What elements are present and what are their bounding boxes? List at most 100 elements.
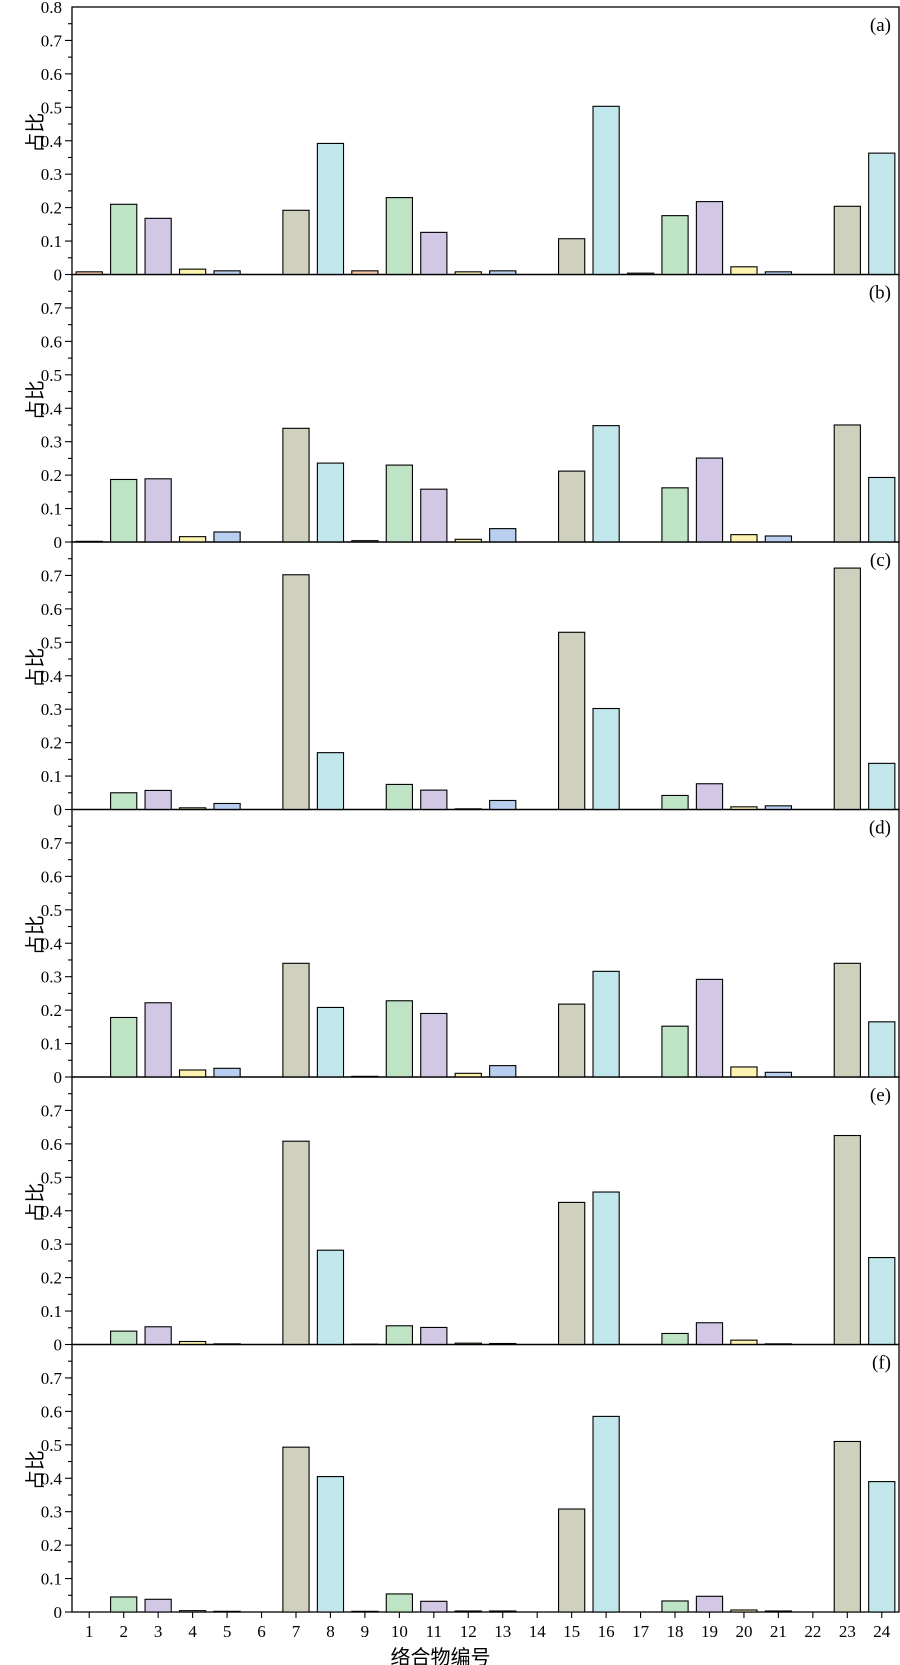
x-tick-label: 12 bbox=[460, 1622, 477, 1641]
bar-2 bbox=[110, 792, 138, 811]
bar-24 bbox=[868, 152, 896, 276]
bar-11 bbox=[420, 789, 448, 811]
panel-2: 0 0.1 0.2 0.3 0.4 0.5 0.6 0.7 占比 (b) bbox=[24, 273, 900, 552]
y-tick-label: 0.2 bbox=[41, 1269, 62, 1288]
bar-23 bbox=[833, 1440, 861, 1613]
bar-19 bbox=[695, 978, 724, 1078]
panel-frame bbox=[71, 808, 900, 1078]
y-tick-label: 0.8 bbox=[41, 0, 62, 17]
bar-8 bbox=[316, 1006, 345, 1078]
y-tick-label: 0.6 bbox=[41, 600, 62, 619]
x-tick-label: 5 bbox=[223, 1622, 232, 1641]
y-tick-label: 0.5 bbox=[41, 901, 62, 920]
bar-7 bbox=[282, 209, 310, 276]
bar-15 bbox=[558, 1201, 586, 1346]
y-tick-label: 0.4 bbox=[41, 1469, 63, 1488]
bar-16 bbox=[592, 1191, 620, 1346]
y-tick-label: 0.1 bbox=[41, 500, 62, 519]
y-tick-label: 0.6 bbox=[41, 65, 62, 84]
panel-frame bbox=[71, 541, 900, 811]
bar-10 bbox=[385, 197, 413, 276]
bar-11 bbox=[420, 231, 448, 276]
bar-24 bbox=[868, 1021, 896, 1078]
y-tick-label: 0.5 bbox=[41, 366, 62, 385]
bar-19 bbox=[695, 1595, 724, 1613]
panel-frame bbox=[71, 1076, 900, 1346]
y-tick-label: 0.7 bbox=[41, 834, 63, 853]
bar-21 bbox=[764, 535, 793, 543]
bar-18 bbox=[661, 487, 689, 543]
bar-18 bbox=[661, 794, 689, 811]
y-tick-label: 0.7 bbox=[41, 1369, 63, 1388]
x-tick-label: 9 bbox=[361, 1622, 370, 1641]
y-tick-label: 0.2 bbox=[41, 199, 62, 218]
x-tick-label: 17 bbox=[632, 1622, 650, 1641]
bar-16 bbox=[592, 1415, 620, 1613]
bar-4 bbox=[178, 1610, 207, 1613]
bar-13 bbox=[489, 1065, 517, 1078]
bar-4 bbox=[178, 268, 207, 276]
y-tick-label: 0.7 bbox=[41, 566, 63, 585]
bar-13 bbox=[489, 799, 517, 811]
y-tick-label: 0.2 bbox=[41, 734, 62, 753]
y-tick-label: 0.4 bbox=[41, 1202, 63, 1221]
y-tick-label: 0.1 bbox=[41, 1302, 62, 1321]
x-axis: 1 2 3 4 5 6 7 8 9 10 11 12 13 14 15 16 17 18 19 20 21 22 23 24络… bbox=[85, 1612, 891, 1665]
y-tick-label: 0.7 bbox=[41, 1101, 63, 1120]
x-tick-label: 16 bbox=[598, 1622, 615, 1641]
y-tick-label: 0.6 bbox=[41, 867, 62, 886]
x-tick-label: 2 bbox=[119, 1622, 128, 1641]
bar-7 bbox=[282, 1140, 310, 1346]
y-tick-label: 0.1 bbox=[41, 1035, 62, 1054]
y-axis-label: 占比 bbox=[24, 1183, 47, 1223]
bar-20 bbox=[730, 1066, 758, 1078]
y-tick-label: 0 bbox=[54, 266, 63, 285]
y-tick-label: 0.7 bbox=[41, 299, 63, 318]
bar-2 bbox=[110, 1596, 138, 1613]
y-tick-label: 0.1 bbox=[41, 767, 62, 786]
bar-3 bbox=[144, 1326, 172, 1346]
bar-2 bbox=[110, 1016, 138, 1078]
y-tick-label: 0 bbox=[54, 533, 63, 552]
bar-10 bbox=[385, 783, 413, 811]
bar-2 bbox=[110, 478, 138, 543]
bar-7 bbox=[282, 962, 310, 1078]
bar-7 bbox=[282, 574, 310, 811]
bar-18 bbox=[661, 1600, 689, 1613]
y-axis-label: 占比 bbox=[24, 1450, 47, 1490]
bar-23 bbox=[833, 962, 861, 1078]
bar-4 bbox=[178, 536, 207, 543]
x-tick-label: 22 bbox=[804, 1622, 821, 1641]
y-tick-label: 0 bbox=[54, 1603, 63, 1622]
panel-label: (a) bbox=[870, 15, 891, 36]
bar-8 bbox=[316, 462, 345, 543]
y-tick-label: 0.3 bbox=[41, 1235, 62, 1254]
bar-8 bbox=[316, 142, 345, 276]
bar-24 bbox=[868, 1481, 896, 1613]
panel-1: 0 0.1 0.2 0.3 0.4 0.5 0.6 0.7 0.8 占比 (a) bbox=[24, 0, 900, 285]
panel-label: (d) bbox=[869, 818, 891, 839]
y-tick-label: 0 bbox=[54, 801, 63, 820]
bar-18 bbox=[661, 1332, 689, 1346]
bar-21 bbox=[764, 1610, 793, 1613]
bar-15 bbox=[558, 631, 586, 811]
bar-19 bbox=[695, 1322, 724, 1346]
bar-3 bbox=[144, 478, 172, 543]
y-tick-label: 0 bbox=[54, 1068, 63, 1087]
bar-13 bbox=[489, 1610, 517, 1613]
y-tick-label: 0.4 bbox=[41, 934, 63, 953]
bar-16 bbox=[592, 105, 620, 276]
bar-11 bbox=[420, 488, 448, 543]
bar-21 bbox=[764, 1071, 793, 1078]
bar-12 bbox=[454, 1610, 482, 1613]
bar-23 bbox=[833, 424, 861, 543]
bar-3 bbox=[144, 1598, 172, 1613]
x-tick-label: 21 bbox=[770, 1622, 787, 1641]
y-tick-label: 0.2 bbox=[41, 1536, 62, 1555]
y-tick-label: 0.3 bbox=[41, 433, 62, 452]
panel-frame bbox=[71, 1343, 900, 1613]
bar-24 bbox=[868, 762, 896, 811]
y-tick-label: 0.2 bbox=[41, 1001, 62, 1020]
y-tick-label: 0.1 bbox=[41, 232, 62, 251]
x-tick-label: 1 bbox=[85, 1622, 94, 1641]
